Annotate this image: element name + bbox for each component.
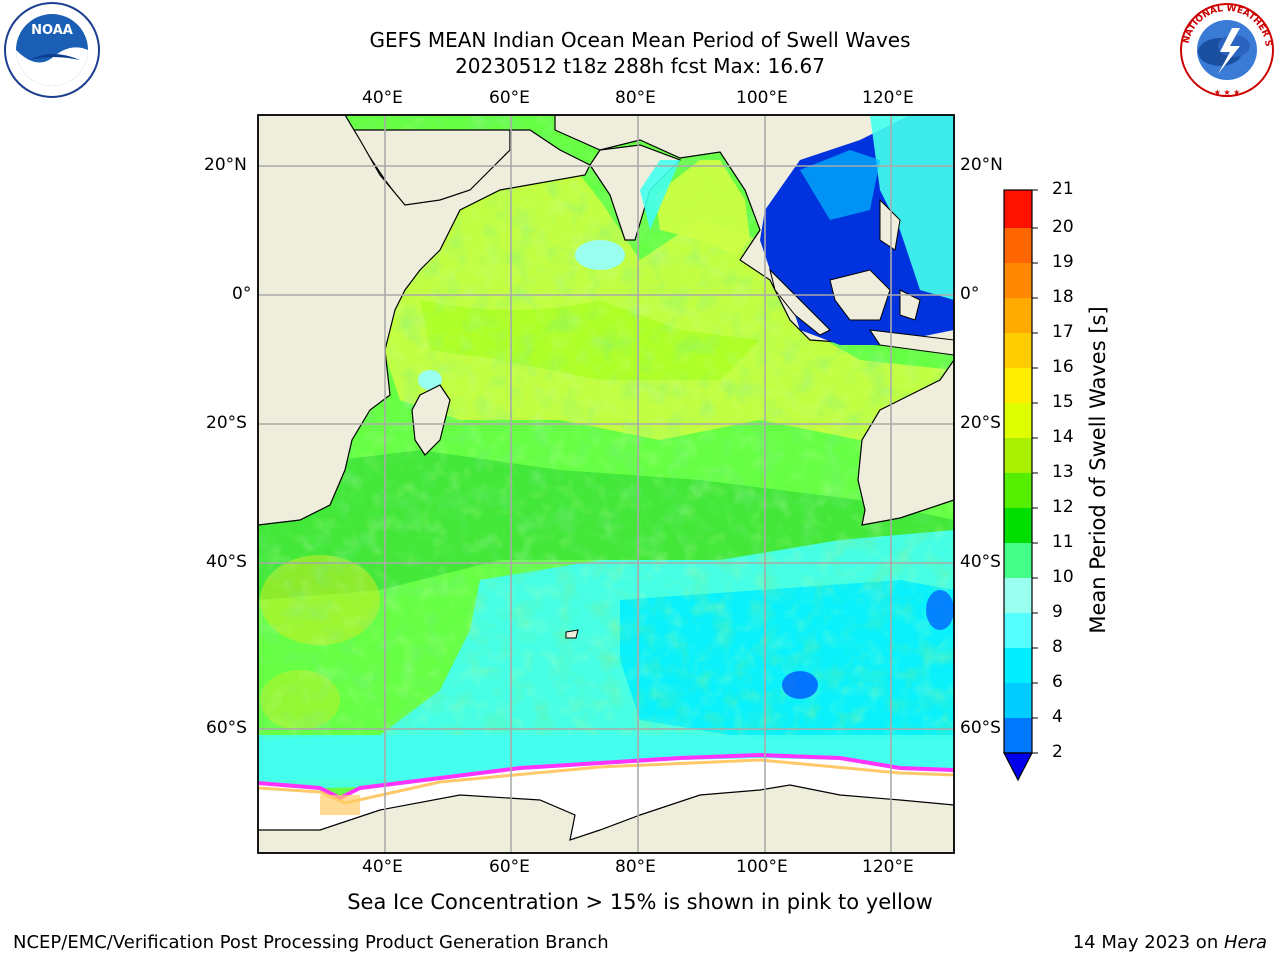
colorbar-segment [1004,298,1032,333]
lat-label-left: 20°N [204,155,247,175]
colorbar-tick-label: 9 [1052,602,1063,622]
colorbar-segment [1004,578,1032,613]
lon-label-bottom: 80°E [615,857,656,877]
antarctica-landmass [258,784,954,853]
footer-credit: NCEP/EMC/Verification Post Processing Pr… [13,932,609,953]
map-gridlines [258,115,954,853]
lat-label-right: 0° [960,284,980,304]
colorbar-segment [1004,263,1032,298]
colorbar-segment [1004,508,1032,543]
colorbar-segment [1004,683,1032,718]
noaa-logo-text: NOAA [31,23,73,38]
colorbar-tick-label: 14 [1052,427,1074,447]
lon-label-top: 80°E [615,88,656,108]
colorbar-segment [1004,718,1032,753]
lon-label-bottom: 60°E [489,857,530,877]
colorbar-segment [1004,473,1032,508]
colorbar-tick-label: 4 [1052,707,1063,727]
footer-date: 14 May 2023 on Hera [1073,932,1267,953]
lat-label-right: 60°S [960,718,1001,738]
colorbar-segment [1004,368,1032,403]
lat-label-left: 60°S [206,718,247,738]
noaa-logo: NOAA [4,2,100,98]
colorbar-tick-label: 10 [1052,567,1074,587]
footer-machine: Hera [1223,932,1267,953]
sea-ice-note: Sea Ice Concentration > 15% is shown in … [347,890,933,914]
colorbar-tick-label: 2 [1052,742,1063,762]
lon-label-bottom: 100°E [736,857,788,877]
colorbar-tick-label: 11 [1052,532,1074,552]
colorbar-tick-label: 20 [1052,217,1074,237]
lat-label-right: 20°S [960,413,1001,433]
lat-label-left: 20°S [206,413,247,433]
chart-title: GEFS MEAN Indian Ocean Mean Period of Sw… [369,28,911,52]
colorbar-segment [1004,190,1032,228]
colorbar-tick-label: 16 [1052,357,1074,377]
colorbar-segment [1004,613,1032,648]
colorbar-segment [1004,403,1032,438]
lon-label-bottom: 120°E [862,857,914,877]
colorbar-under-arrow [1003,752,1033,782]
lon-label-top: 40°E [362,88,403,108]
colorbar-segment [1004,648,1032,683]
footer-date-text: 14 May 2023 on [1072,932,1224,953]
lat-label-left: 40°S [206,552,247,572]
colorbar-tick-label: 13 [1052,462,1074,482]
colorbar [1003,189,1038,782]
madagascar-landmass [411,384,451,456]
map-frame [257,114,955,854]
chart-subtitle-forecast: 20230512 t18z 288h fcst Max: 16.67 [455,54,825,78]
lat-label-right: 20°N [960,155,1003,175]
colorbar-tick-label: 19 [1052,252,1074,272]
colorbar-tick-label: 12 [1052,497,1074,517]
colorbar-tick-label: 8 [1052,637,1063,657]
lat-label-left: 0° [232,284,252,304]
colorbar-segment [1004,543,1032,578]
svg-text:★ ★ ★: ★ ★ ★ [1214,88,1241,97]
colorbar-tick-label: 15 [1052,392,1074,412]
lon-label-top: 100°E [736,88,788,108]
lon-label-top: 60°E [489,88,530,108]
colorbar-tick-label: 6 [1052,672,1063,692]
lon-label-top: 120°E [862,88,914,108]
australia-landmass [857,358,954,526]
colorbar-label: Mean Period of Swell Waves [s] [1086,306,1110,634]
colorbar-segment [1004,333,1032,368]
colorbar-tick-label: 17 [1052,322,1074,342]
colorbar-tick-label: 21 [1052,179,1074,199]
nws-logo: NATIONAL WEATHER SERVICE ★ ★ ★ [1174,0,1274,97]
colorbar-segment [1004,228,1032,263]
africa-landmass [258,115,591,526]
colorbar-segment [1004,438,1032,473]
lon-label-bottom: 40°E [362,857,403,877]
lat-label-right: 40°S [960,552,1001,572]
colorbar-tick-label: 18 [1052,287,1074,307]
